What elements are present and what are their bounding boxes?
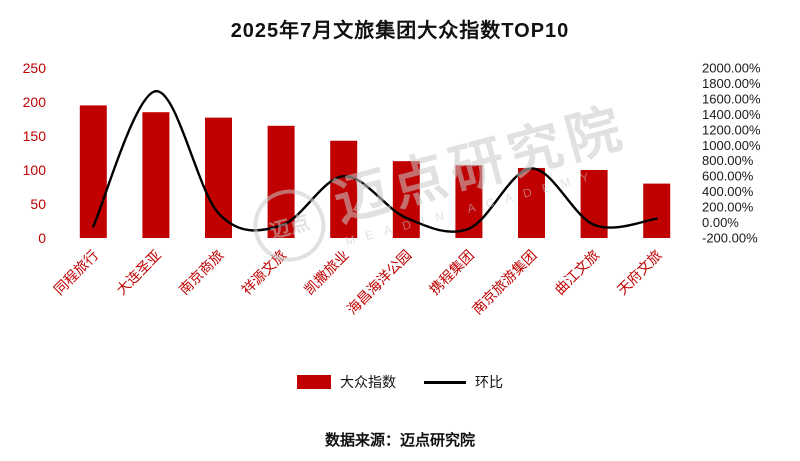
right-axis-tick: 400.00% xyxy=(702,184,754,199)
right-axis-tick: 600.00% xyxy=(702,169,754,184)
bar-南京旅游集团 xyxy=(518,167,545,238)
category-label-曲江文旅: 曲江文旅 xyxy=(551,247,602,298)
category-label-南京商旅: 南京商旅 xyxy=(176,247,227,298)
legend-item-环比: 环比 xyxy=(424,372,503,392)
legend-swatch-bar xyxy=(297,375,331,389)
right-axis-tick: -200.00% xyxy=(702,231,758,246)
category-label-大连圣亚: 大连圣亚 xyxy=(113,247,164,298)
right-axis-tick: 1200.00% xyxy=(702,122,761,137)
category-label-携程集团: 携程集团 xyxy=(426,247,477,298)
legend-swatch-line xyxy=(424,380,466,384)
chart-title: 2025年7月文旅集团大众指数TOP10 xyxy=(230,20,570,42)
category-label-凯撒旅业: 凯撒旅业 xyxy=(301,247,352,298)
category-label-南京旅游集团: 南京旅游集团 xyxy=(469,247,540,318)
left-axis-tick: 150 xyxy=(23,128,47,144)
bar-大连圣亚 xyxy=(142,112,170,238)
left-axis-tick: 200 xyxy=(23,94,47,110)
line-series-momchange xyxy=(92,89,658,233)
left-axis-tick: 50 xyxy=(30,196,46,212)
right-axis-tick: 2000.00% xyxy=(702,61,761,76)
bar-同程旅行 xyxy=(79,105,107,239)
legend: 大众指数 环比 xyxy=(0,372,800,392)
right-axis-tick: 200.00% xyxy=(702,200,754,215)
legend-label: 环比 xyxy=(475,374,503,390)
bar-携程集团 xyxy=(455,165,483,238)
category-label-祥源文旅: 祥源文旅 xyxy=(238,247,289,298)
legend-item-大众指数: 大众指数 xyxy=(297,372,396,392)
left-axis-tick: 250 xyxy=(23,60,47,76)
bar-天府文旅 xyxy=(643,183,671,238)
category-label-海昌海洋公园: 海昌海洋公园 xyxy=(344,247,415,318)
data-source: 数据来源：迈点研究院 xyxy=(324,432,475,449)
right-axis-tick: 1800.00% xyxy=(702,76,761,91)
right-axis-tick: 1000.00% xyxy=(702,138,761,153)
right-axis-tick: 0.00% xyxy=(702,215,739,230)
bar-海昌海洋公园 xyxy=(392,161,420,238)
bar-凯撒旅业 xyxy=(330,140,358,238)
right-axis-tick: 1600.00% xyxy=(702,91,761,106)
category-label-同程旅行: 同程旅行 xyxy=(51,247,102,298)
right-axis-tick: 800.00% xyxy=(702,153,754,168)
legend-label: 大众指数 xyxy=(340,374,396,390)
right-axis-tick: 1400.00% xyxy=(702,107,761,122)
bar-祥源文旅 xyxy=(267,125,295,238)
left-axis-tick: 0 xyxy=(38,230,46,246)
category-label-天府文旅: 天府文旅 xyxy=(614,247,665,298)
left-axis-tick: 100 xyxy=(23,162,47,178)
bar-南京商旅 xyxy=(205,117,232,238)
